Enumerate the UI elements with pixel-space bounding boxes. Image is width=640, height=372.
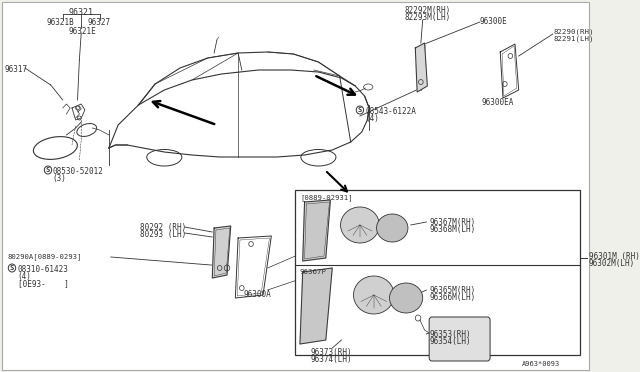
- Text: 08310-61423: 08310-61423: [17, 265, 68, 274]
- Text: 96300EA: 96300EA: [482, 98, 514, 107]
- Text: 96354(LH): 96354(LH): [429, 337, 471, 346]
- Text: 96321: 96321: [68, 8, 93, 17]
- Bar: [295, 190, 580, 355]
- Polygon shape: [300, 268, 332, 344]
- Text: 96374(LH): 96374(LH): [310, 355, 352, 364]
- Text: [0E93-    ]: [0E93- ]: [17, 279, 68, 288]
- Text: 96302M(LH): 96302M(LH): [589, 259, 635, 268]
- Text: 80292 (RH): 80292 (RH): [140, 223, 186, 232]
- Text: 96321E: 96321E: [68, 27, 96, 36]
- Text: S: S: [358, 107, 362, 113]
- Text: 82290(RH): 82290(RH): [554, 28, 595, 35]
- Text: 96365M(RH): 96365M(RH): [429, 286, 476, 295]
- Text: (3): (3): [52, 174, 67, 183]
- Ellipse shape: [390, 283, 422, 313]
- Text: 08543-6122A: 08543-6122A: [365, 107, 417, 116]
- Ellipse shape: [340, 207, 380, 243]
- Text: 96367M(RH): 96367M(RH): [429, 218, 476, 227]
- Polygon shape: [212, 226, 231, 278]
- Text: 96367P: 96367P: [300, 269, 327, 275]
- Ellipse shape: [376, 214, 408, 242]
- Text: 96317: 96317: [4, 65, 28, 74]
- Text: 08530-52012: 08530-52012: [52, 167, 104, 176]
- Text: S: S: [10, 265, 14, 271]
- Text: 80290A[0889-0293]: 80290A[0889-0293]: [8, 253, 82, 260]
- Text: 96373(RH): 96373(RH): [310, 348, 352, 357]
- Text: (4): (4): [17, 272, 31, 281]
- Text: 82291(LH): 82291(LH): [554, 35, 595, 42]
- Text: 96300E: 96300E: [480, 17, 508, 26]
- Polygon shape: [303, 200, 330, 261]
- Text: S: S: [46, 167, 50, 173]
- Text: 96368M(LH): 96368M(LH): [429, 225, 476, 234]
- Ellipse shape: [353, 276, 394, 314]
- Text: 82293M(LH): 82293M(LH): [404, 13, 451, 22]
- Text: A963*0093: A963*0093: [522, 361, 560, 367]
- Text: 96321B: 96321B: [46, 18, 74, 27]
- Text: (4): (4): [365, 114, 380, 123]
- Text: 96301M (RH): 96301M (RH): [589, 252, 640, 261]
- Text: 96366M(LH): 96366M(LH): [429, 293, 476, 302]
- Text: 80293 (LH): 80293 (LH): [140, 230, 186, 239]
- FancyBboxPatch shape: [429, 317, 490, 361]
- Polygon shape: [415, 43, 428, 92]
- Text: [0889-02931]: [0889-02931]: [300, 194, 353, 201]
- Text: 96327: 96327: [88, 18, 111, 27]
- Text: 96353(RH): 96353(RH): [429, 330, 471, 339]
- Text: 82292M(RH): 82292M(RH): [404, 6, 451, 15]
- Text: 96300A: 96300A: [244, 290, 271, 299]
